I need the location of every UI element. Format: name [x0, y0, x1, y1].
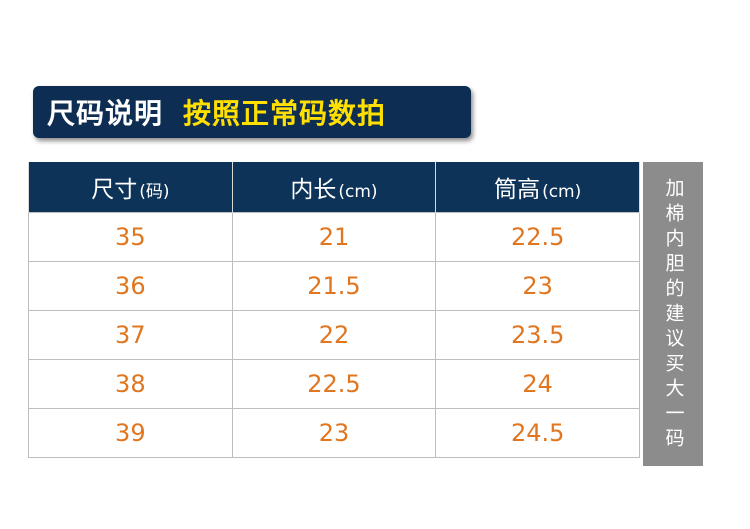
cell-size: 39 [28, 408, 233, 458]
table-header-row: 尺寸 (码) 内长 (cm) 筒高 (cm) [28, 162, 640, 213]
cell-inner-length: 21 [231, 212, 437, 262]
header-shaft-height-label: 筒高 [494, 177, 541, 203]
cell-inner-length: 23 [231, 408, 437, 458]
header-size-label: 尺寸 [91, 177, 138, 203]
header-inner-length-label: 内长 [290, 177, 337, 203]
table-row: 38 22.5 24 [28, 359, 640, 409]
table-row: 36 21.5 23 [28, 261, 640, 311]
cell-shaft-height: 24.5 [435, 408, 640, 458]
header-shaft-height: 筒高 (cm) [435, 162, 640, 213]
cell-shaft-height: 22.5 [435, 212, 640, 262]
cell-shaft-height: 23 [435, 261, 640, 311]
padding-advice-note: 加棉内胆的建议买大一码 [643, 162, 703, 466]
header-inner-length: 内长 (cm) [231, 162, 437, 213]
size-guide-banner: 尺码说明 按照正常码数拍 [33, 86, 471, 138]
cell-shaft-height: 24 [435, 359, 640, 409]
banner-title: 尺码说明 [47, 97, 164, 130]
banner-subtitle: 按照正常码数拍 [183, 97, 387, 130]
cell-inner-length: 21.5 [231, 261, 437, 311]
size-table: 尺寸 (码) 内长 (cm) 筒高 (cm) 35 21 22.5 36 21.5 2… [28, 162, 640, 458]
cell-size: 35 [28, 212, 233, 262]
side-note-text: 加棉内胆的建议买大一码 [662, 178, 685, 453]
cell-size: 37 [28, 310, 233, 360]
header-size-unit: (码) [139, 182, 170, 202]
table-row: 39 23 24.5 [28, 408, 640, 458]
cell-inner-length: 22.5 [231, 359, 437, 409]
cell-inner-length: 22 [231, 310, 437, 360]
cell-shaft-height: 23.5 [435, 310, 640, 360]
cell-size: 38 [28, 359, 233, 409]
header-shaft-height-unit: (cm) [542, 182, 582, 202]
table-row: 37 22 23.5 [28, 310, 640, 360]
header-inner-length-unit: (cm) [338, 182, 378, 202]
cell-size: 36 [28, 261, 233, 311]
header-size: 尺寸 (码) [28, 162, 233, 213]
table-row: 35 21 22.5 [28, 212, 640, 262]
